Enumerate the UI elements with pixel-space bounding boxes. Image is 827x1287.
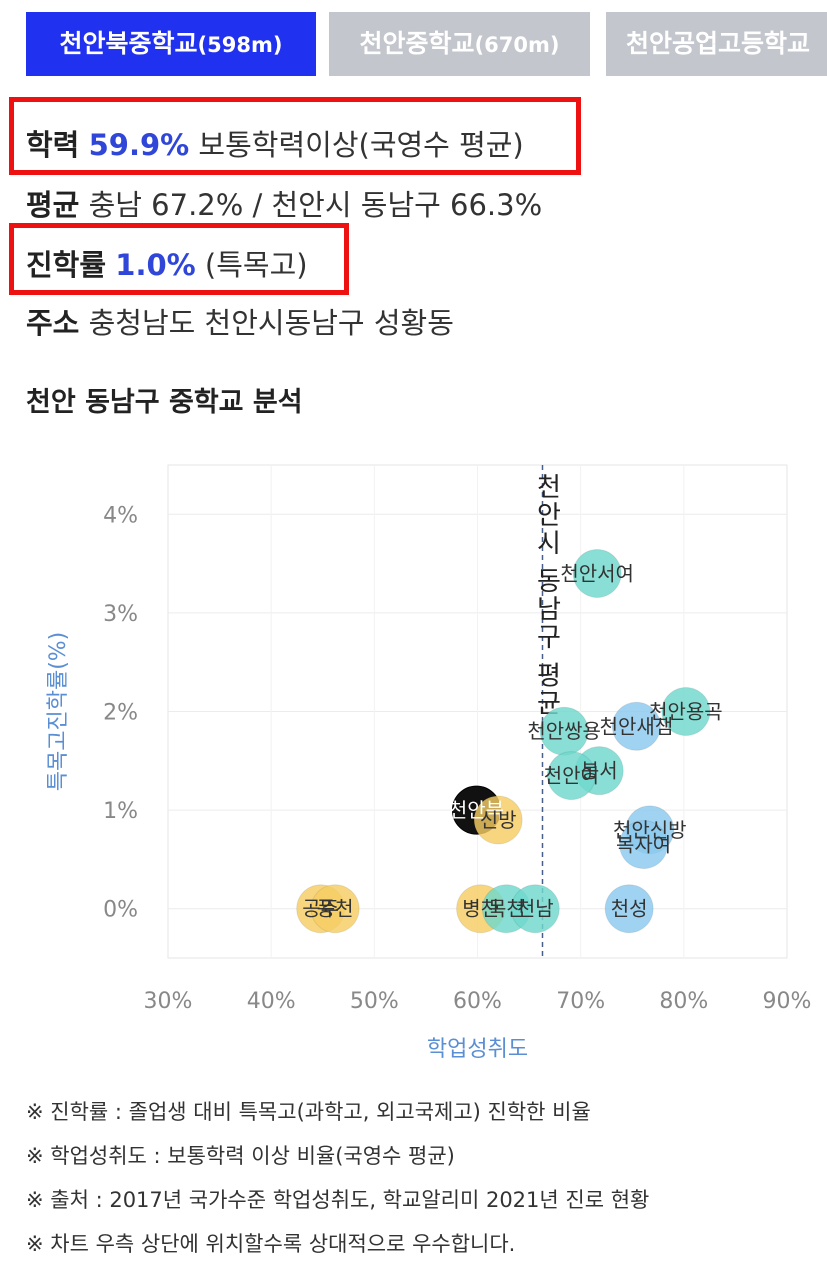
data-point-label: 복자여: [616, 833, 671, 857]
data-point-label: 병천: [462, 897, 499, 921]
footnotes: ※ 진학률 : 졸업생 대비 특목고(과학고, 외고국제고) 진학한 비율 ※ …: [26, 1090, 649, 1266]
data-point-label: 풍천: [317, 897, 354, 921]
data-point: [510, 884, 560, 934]
data-point-label: 천남: [517, 897, 554, 921]
achievement-row: 학력 59.9% 보통학력이상(국영수 평균): [26, 122, 524, 164]
address-row: 주소 충청남도 천안시동남구 성황동: [26, 300, 454, 342]
data-point: [310, 884, 360, 934]
advance-row: 진학률 1.0% (특목고): [26, 242, 308, 284]
x-tick-label: 50%: [350, 989, 399, 1014]
data-point: [611, 701, 661, 751]
y-tick-label: 0%: [103, 898, 138, 923]
data-point-label: 목천: [488, 897, 525, 921]
data-point: [661, 687, 711, 736]
tab-school-1[interactable]: 천안북중학교(598m): [26, 12, 316, 76]
y-tick-label: 2%: [103, 701, 138, 726]
data-point-label: 천안북: [449, 798, 504, 822]
highlight-box-advance: [9, 223, 349, 295]
x-tick-label: 90%: [763, 989, 812, 1014]
tab-name: 천안중학교: [359, 29, 475, 58]
data-point: [473, 795, 523, 845]
advance-desc: (특목고): [204, 248, 308, 282]
achievement-value: 59.9%: [88, 128, 190, 162]
x-tick-label: 30%: [144, 989, 193, 1014]
x-tick-label: 80%: [659, 989, 708, 1014]
achievement-label: 학력: [26, 128, 80, 162]
tab-name: 천안공업고등학교: [626, 29, 811, 58]
address-label: 주소: [26, 306, 80, 340]
scatter-chart: 0% 1% 2% 3% 4% 30% 40% 50% 60% 70% 80% 90% 천안시 동남구 평…: [46, 464, 812, 1062]
footnote: ※ 진학률 : 졸업생 대비 특목고(과학고, 외고국제고) 진학한 비율: [26, 1100, 591, 1124]
data-point-label: 천안용곡: [649, 700, 723, 724]
x-tick-label: 40%: [247, 989, 296, 1014]
section-title: 천안 동남구 중학교 분석: [26, 387, 303, 418]
highlight-box-achievement: [9, 97, 581, 175]
data-point: [572, 548, 622, 598]
average-row: 평균 충남 67.2% / 천안시 동남구 66.3%: [26, 182, 542, 224]
x-tick-label: 60%: [453, 989, 502, 1014]
tab-school-3[interactable]: 천안공업고등학교: [606, 12, 827, 76]
data-point-label: 공주: [302, 897, 339, 921]
y-tick-label: 1%: [103, 799, 138, 824]
advance-label: 진학률: [26, 248, 107, 282]
average-text: 충남 67.2% / 천안시 동남구 66.3%: [88, 188, 543, 222]
data-point: [546, 751, 596, 801]
x-axis-title: 학업성취도: [427, 1037, 528, 1062]
data-point-label: 천안서여: [560, 561, 634, 585]
data-point-label: 천안여: [544, 764, 599, 788]
footnote: ※ 출처 : 2017년 국가수준 학업성취도, 학교알리미 2021년 진로 …: [26, 1188, 650, 1212]
data-point-label: 천성: [611, 897, 648, 921]
data-point-label: 천안새샘: [600, 714, 674, 738]
y-tick-label: 3%: [103, 602, 138, 627]
advance-value: 1.0%: [115, 248, 196, 282]
tab-name: 천안북중학교: [59, 29, 198, 58]
reference-line-label: 천안시 동남구 평균: [531, 473, 561, 718]
data-point: [619, 820, 669, 870]
y-tick-label: 4%: [103, 503, 138, 528]
data-point-label: 천안신방: [613, 818, 687, 842]
x-tick-label: 70%: [556, 989, 605, 1014]
tab-school-2[interactable]: 천안중학교(670m): [329, 12, 590, 76]
data-point-label: 신방: [480, 808, 517, 832]
tab-distance: (670m): [474, 33, 560, 57]
school-tabs: 천안북중학교(598m) 천안중학교(670m) 천안공업고등학교: [26, 12, 827, 76]
tab-distance: (598m): [197, 33, 283, 57]
average-label: 평균: [26, 188, 80, 222]
footnote: ※ 학업성취도 : 보통학력 이상 비율(국영수 평균): [26, 1144, 455, 1168]
y-axis-title: 특목고진학률(%): [46, 632, 71, 792]
address-text: 충청남도 천안시동남구 성황동: [88, 306, 454, 340]
footnote: ※ 차트 우측 상단에 위치할수록 상대적으로 우수합니다.: [26, 1232, 516, 1256]
data-point-label: 봉서: [581, 759, 618, 783]
data-point: [604, 884, 654, 934]
achievement-desc: 보통학력이상(국영수 평균): [198, 128, 524, 162]
data-point-label: 천안쌍용: [527, 719, 601, 743]
